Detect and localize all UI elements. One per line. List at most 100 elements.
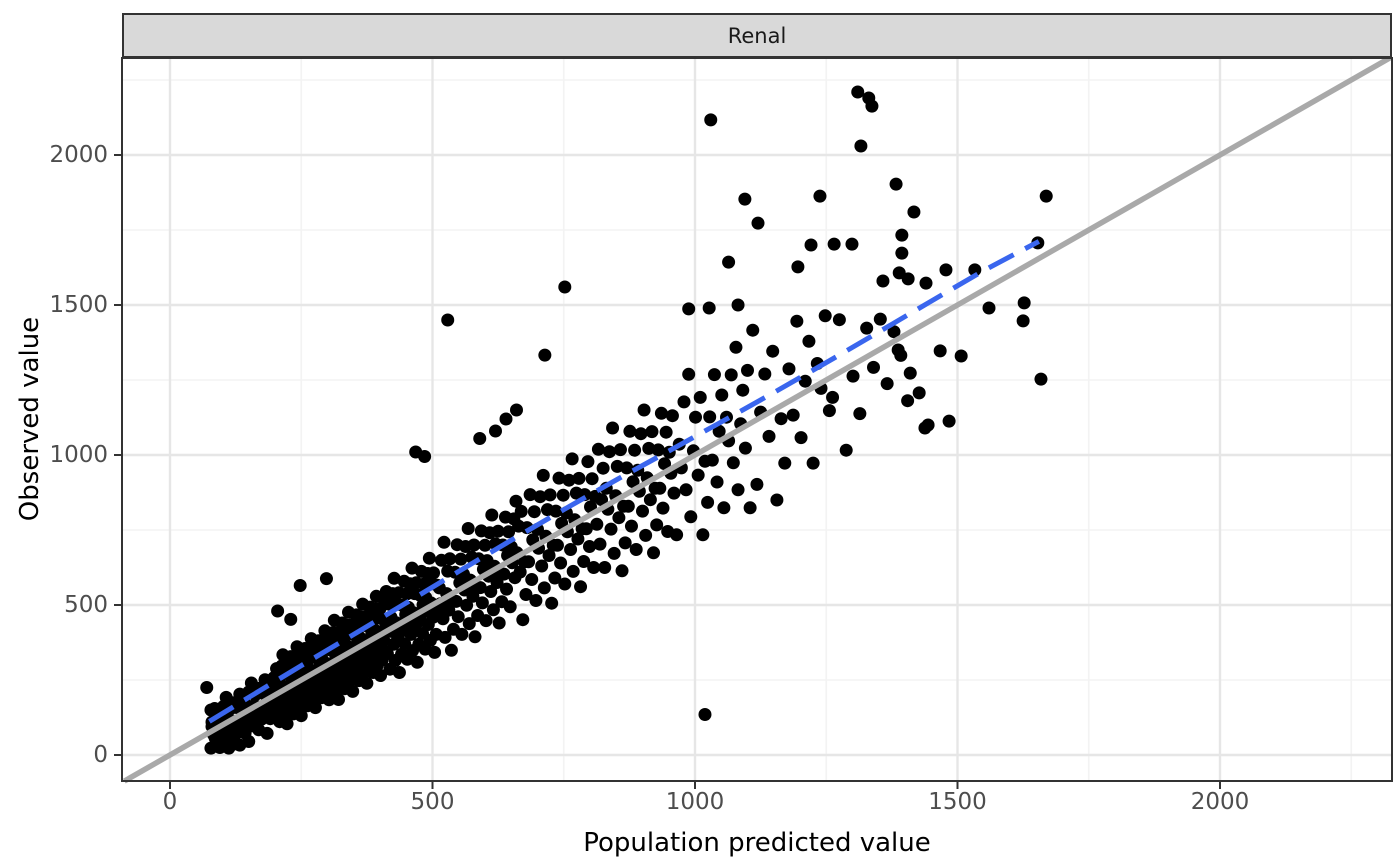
data-point (620, 461, 634, 475)
data-point (895, 246, 909, 260)
data-point (942, 414, 956, 428)
data-point (587, 561, 601, 574)
data-point (804, 238, 818, 252)
y-axis-title: Observed value (15, 316, 45, 522)
data-point (968, 263, 982, 277)
x-tick-label: 2000 (1190, 789, 1250, 815)
data-point (548, 571, 562, 585)
data-point (891, 343, 905, 357)
x-tick-label: 500 (410, 789, 455, 815)
data-point (449, 594, 463, 608)
data-point (503, 600, 517, 614)
data-point (346, 684, 360, 698)
data-point (598, 561, 612, 574)
data-point (624, 519, 638, 533)
data-point (284, 612, 298, 626)
data-point (650, 518, 664, 532)
facet-strip: Renal (122, 13, 1392, 58)
data-point (537, 581, 551, 595)
data-point (522, 555, 536, 569)
data-point (529, 594, 543, 607)
data-point (645, 425, 659, 439)
data-point (410, 655, 424, 669)
data-point (572, 471, 586, 485)
data-point (696, 528, 710, 542)
data-point (593, 537, 607, 551)
data-point (280, 717, 294, 731)
data-point (613, 443, 627, 457)
data-point (794, 431, 808, 445)
data-point (441, 313, 455, 327)
data-point (242, 735, 256, 748)
data-point (939, 263, 953, 277)
data-point (387, 571, 401, 585)
data-point (427, 566, 441, 580)
data-point (677, 395, 691, 409)
data-point (606, 421, 620, 435)
data-point (818, 309, 832, 323)
data-point (822, 404, 836, 418)
data-point (731, 483, 745, 497)
data-point (647, 546, 661, 560)
data-point (462, 617, 476, 631)
data-point (665, 409, 679, 423)
data-point (418, 450, 432, 463)
data-point (595, 493, 609, 507)
data-point (726, 456, 740, 470)
data-point (889, 177, 903, 191)
data-point (845, 237, 859, 251)
data-point (880, 377, 894, 391)
data-point (565, 452, 579, 466)
data-point (468, 630, 482, 644)
data-point (478, 538, 492, 552)
data-point (691, 468, 705, 482)
data-point (571, 532, 585, 546)
data-point (558, 577, 572, 591)
data-point (444, 643, 458, 657)
data-point (582, 540, 596, 553)
data-point (475, 596, 489, 610)
data-point (851, 85, 865, 99)
data-point (791, 260, 805, 274)
data-point (701, 495, 715, 509)
data-point (271, 604, 285, 618)
data-point (533, 490, 547, 504)
data-point (731, 298, 745, 312)
data-point (982, 301, 996, 315)
data-point (762, 429, 776, 443)
data-point (461, 522, 475, 535)
data-point (574, 580, 588, 594)
data-point (525, 573, 539, 586)
data-point (260, 726, 274, 740)
data-point (717, 501, 731, 515)
data-point (510, 403, 523, 417)
data-point (903, 366, 917, 380)
data-point (322, 693, 336, 707)
data-point (523, 488, 537, 502)
data-point (746, 323, 760, 337)
data-point (806, 456, 820, 470)
x-axis-title: Population predicted value (583, 828, 931, 858)
data-point (621, 499, 635, 513)
data-point (1034, 372, 1048, 386)
data-point (743, 501, 757, 515)
data-point (629, 543, 643, 556)
data-point (581, 455, 595, 469)
data-point (428, 645, 442, 659)
data-point (912, 386, 926, 400)
data-point (473, 581, 487, 595)
data-point (451, 610, 465, 624)
data-point (566, 564, 580, 578)
data-point (895, 228, 909, 242)
data-point (293, 579, 307, 592)
data-point (542, 549, 556, 562)
data-point (738, 441, 752, 455)
x-tick-label: 0 (162, 789, 178, 815)
data-point (579, 522, 593, 536)
data-point (554, 556, 568, 570)
data-point (636, 504, 649, 518)
data-point (770, 493, 784, 507)
data-point (854, 139, 868, 153)
data-point (562, 473, 576, 487)
data-point (750, 477, 764, 491)
